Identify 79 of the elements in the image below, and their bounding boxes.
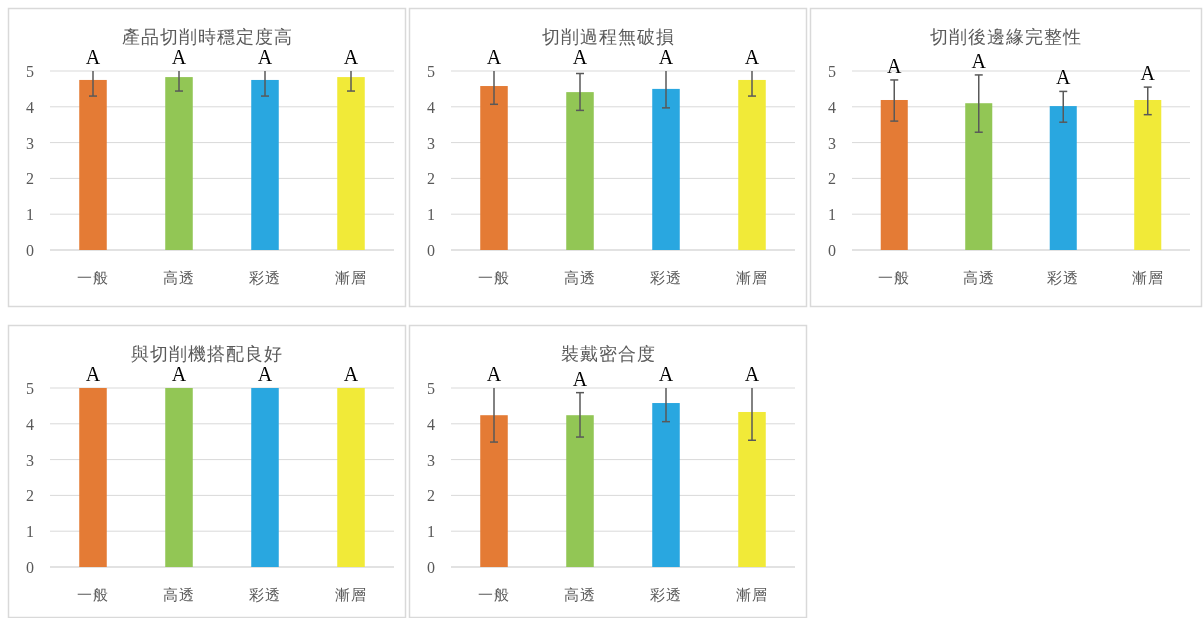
x-tick-label: 漸層 [736,587,768,603]
annotation: A [171,363,187,385]
x-tick-label: 漸層 [736,270,768,286]
x-tick-label: 彩透 [249,587,281,603]
y-tick-label: 5 [427,63,435,80]
chart-title: 與切削機搭配良好 [131,344,283,364]
y-tick-label: 3 [828,134,836,152]
bar [480,415,508,567]
x-tick-label: 彩透 [249,270,281,286]
annotation: A [257,363,273,385]
annotation: A [744,46,760,68]
x-tick-label: 彩透 [1047,270,1080,286]
y-tick-label: 0 [427,559,435,576]
x-tick-label: 一般 [77,587,109,603]
bar [652,403,680,567]
annotation: A [486,363,502,385]
y-tick-label: 3 [427,451,435,469]
x-tick-label: 高透 [962,270,995,286]
chart-title: 產品切削時穩定度高 [121,27,293,47]
y-tick-label: 2 [427,170,435,188]
x-tick-label: 高透 [564,270,596,286]
x-tick-label: 一般 [478,270,510,286]
x-tick-label: 漸層 [1131,270,1164,286]
y-tick-label: 0 [828,242,836,259]
y-tick-label: 1 [427,206,435,224]
annotation: A [343,363,359,385]
chart-title: 切削過程無破損 [541,27,675,47]
y-tick-label: 5 [26,63,34,80]
y-tick-label: 4 [828,98,836,116]
y-tick-label: 3 [427,134,435,152]
y-tick-label: 1 [427,523,435,541]
y-tick-label: 2 [26,170,34,188]
x-tick-label: 漸層 [335,587,367,603]
y-tick-label: 4 [26,98,34,116]
y-tick-label: 1 [26,206,34,224]
x-tick-label: 彩透 [650,587,682,603]
y-tick-label: 1 [828,206,836,224]
x-tick-label: 高透 [163,587,195,603]
y-tick-label: 2 [26,487,34,505]
annotation: A [971,49,987,72]
annotation: A [343,46,359,68]
annotation: A [887,54,903,77]
y-tick-label: 5 [427,380,435,397]
y-tick-label: 2 [828,170,836,188]
x-tick-label: 一般 [77,270,109,286]
annotation: A [171,46,187,68]
x-tick-label: 一般 [878,270,911,286]
annotation: A [572,367,588,390]
annotation: A [1056,66,1072,89]
annotation: A [658,363,674,385]
annotation: A [744,363,760,385]
y-tick-label: 5 [26,380,34,397]
annotation: A [257,46,273,68]
bar [738,411,766,567]
chart-title: 裝戴密合度 [560,344,656,364]
annotation: A [85,46,101,68]
y-tick-label: 0 [26,242,34,259]
chart-title: 切削後邊緣完整性 [930,27,1082,47]
y-tick-label: 4 [427,98,435,116]
annotation: A [658,46,674,68]
annotation: A [486,46,502,68]
y-tick-label: 0 [26,559,34,576]
annotation: A [572,46,588,68]
x-tick-label: 漸層 [335,270,367,286]
bar [566,415,594,567]
x-tick-label: 高透 [564,587,596,603]
annotation: A [85,363,101,385]
y-tick-label: 1 [26,523,34,541]
x-tick-label: 一般 [478,587,510,603]
x-tick-label: 高透 [163,270,195,286]
y-tick-label: 3 [26,451,34,469]
y-tick-label: 4 [427,415,435,433]
y-tick-label: 3 [26,134,34,152]
y-tick-label: 2 [427,487,435,505]
y-tick-label: 5 [828,63,836,80]
y-tick-label: 4 [26,415,34,433]
y-tick-label: 0 [427,242,435,259]
x-tick-label: 彩透 [650,270,682,286]
annotation: A [1140,62,1156,85]
